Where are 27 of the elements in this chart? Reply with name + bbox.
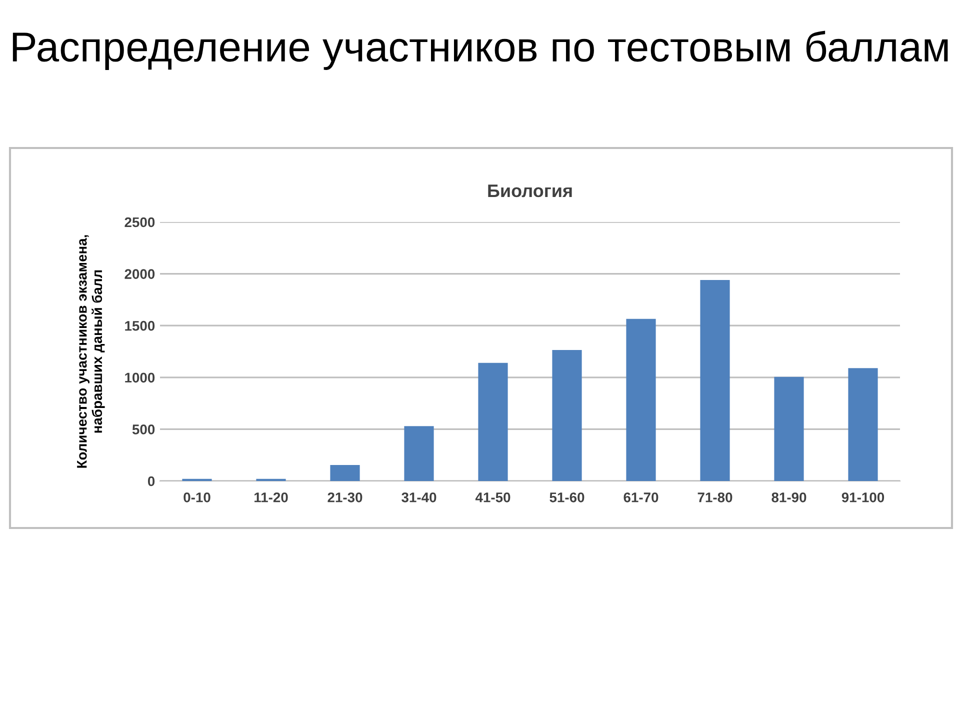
bar <box>552 350 582 481</box>
y-tick-label: 2500 <box>124 217 155 228</box>
bar <box>404 426 434 481</box>
y-tick-label: 0 <box>148 476 155 486</box>
y-tick-label: 1500 <box>125 320 155 331</box>
bar <box>700 280 730 481</box>
y-tick-label: 2000 <box>124 269 155 279</box>
x-tick-label: 41-50 <box>475 492 510 502</box>
x-tick-label: 21-30 <box>328 492 362 502</box>
y-axis-title: Количество участников экзамена, набравших даный балл <box>77 235 105 468</box>
bar <box>626 318 656 481</box>
bar <box>330 464 360 481</box>
x-tick-label: 91-100 <box>842 492 884 502</box>
x-tick-label: 0-10 <box>184 492 210 502</box>
bar <box>774 376 804 481</box>
x-tick-label: 31-40 <box>402 492 436 502</box>
bar <box>478 362 508 481</box>
y-tick-label: 500 <box>132 424 155 434</box>
x-tick-label: 71-80 <box>698 492 732 502</box>
x-tick-label: 81-90 <box>772 492 806 502</box>
chart-title: Распределение участников по тестовым баллам <box>12 30 948 70</box>
x-tick-label: 61-70 <box>624 492 658 502</box>
bar <box>848 368 878 481</box>
chart-subtitle: Биология <box>488 184 572 198</box>
y-tick-label: 1000 <box>125 372 155 383</box>
x-tick-label: 11-20 <box>254 492 288 502</box>
x-tick-label: 51-60 <box>550 492 584 502</box>
